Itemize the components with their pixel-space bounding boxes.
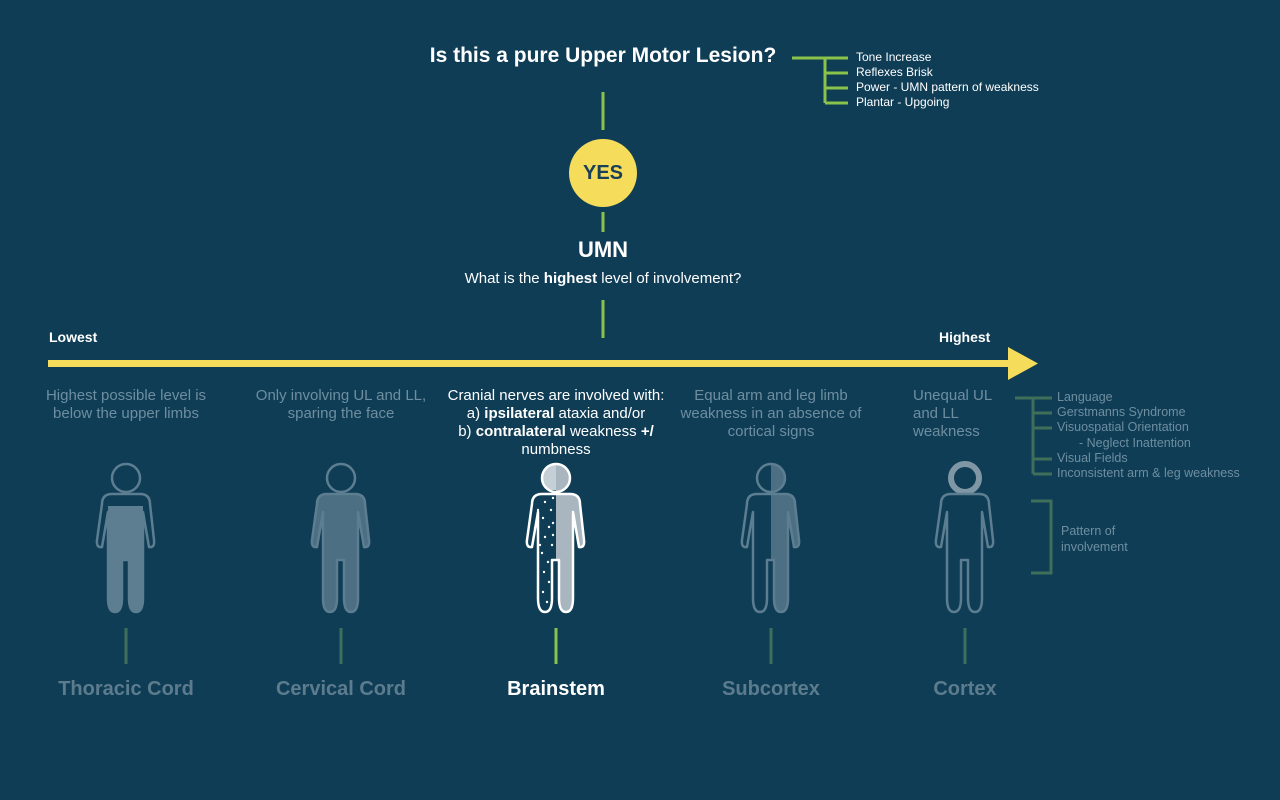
- desc-line: Equal arm and leg limb: [694, 387, 848, 404]
- desc-emphasis: ipsilateral: [484, 405, 555, 422]
- umn-title: UMN: [577, 237, 629, 262]
- desc-cortex: Unequal UL and LL weakness: [913, 387, 1023, 441]
- pattern-line: Pattern of: [1061, 524, 1116, 538]
- cortex-signs-list: Language Gerstmanns Syndrome Visuospatia…: [1057, 390, 1240, 481]
- figure-brainstem: [525, 462, 586, 614]
- figure-cervical-cord: [310, 462, 371, 614]
- criteria-item: Reflexes Brisk: [856, 65, 933, 79]
- desc-emphasis: contralateral: [475, 423, 566, 440]
- desc-line: Highest possible level is: [45, 387, 207, 404]
- cortex-sign: - Neglect Inattention: [1079, 435, 1191, 450]
- desc-line: numbness: [521, 441, 591, 458]
- desc-line: below the upper limbs: [53, 405, 199, 422]
- desc-line: Cranial nerves are involved with:: [447, 387, 665, 404]
- level-arrow: [48, 347, 1038, 380]
- axis-highest-label: Highest: [939, 329, 991, 345]
- level-connectors: [124, 628, 967, 664]
- desc-line: Unequal UL: [913, 387, 993, 404]
- level-brainstem: Brainstem: [507, 678, 605, 700]
- criteria-item: Tone Increase: [856, 50, 932, 64]
- umn-criteria-list: Tone Increase Reflexes Brisk Power - UMN…: [856, 50, 1039, 110]
- pattern-bracket: [1031, 499, 1053, 575]
- desc-line: and LL: [913, 405, 959, 422]
- desc-subcortex: Equal arm and leg limb weakness in an ab…: [666, 387, 876, 441]
- desc-line: cortical signs: [727, 423, 815, 440]
- desc-emphasis: +/: [640, 423, 654, 440]
- desc-part: b): [458, 423, 476, 440]
- axis-lowest-label: Lowest: [49, 329, 98, 345]
- figure-cortex: [934, 461, 995, 614]
- umn-question-emphasis: highest: [543, 270, 598, 287]
- numbness-speckles: [533, 496, 555, 604]
- desc-part: ataxia and/or: [554, 405, 646, 422]
- figure-thoracic-cord: [95, 462, 156, 614]
- umn-question-part: level of involvement?: [597, 270, 742, 287]
- criteria-item: Plantar - Upgoing: [856, 95, 950, 109]
- desc-part: a): [466, 405, 485, 422]
- cortex-signs-bracket: [1015, 396, 1052, 476]
- desc-line: a) ipsilateral ataxia and/or: [431, 405, 681, 423]
- desc-line: Only involving UL and LL,: [255, 387, 427, 404]
- criteria-item: Power - UMN pattern of weakness: [856, 80, 1039, 94]
- cortex-sign: Language: [1057, 390, 1113, 404]
- cortex-sign: Visuospatial Orientation: [1057, 420, 1189, 435]
- level-thoracic-cord: Thoracic Cord: [58, 678, 194, 700]
- desc-part: weakness: [565, 423, 641, 440]
- umn-question-part: What is the: [464, 270, 544, 287]
- desc-brainstem: Cranial nerves are involved with: a) ips…: [431, 387, 681, 459]
- pattern-of-involvement-label: Pattern of involvement: [1061, 523, 1128, 555]
- level-cervical-cord: Cervical Cord: [275, 678, 407, 700]
- desc-line: weakness: [913, 423, 980, 440]
- criteria-bracket: [792, 56, 848, 105]
- desc-line: sparing the face: [287, 405, 395, 422]
- desc-thoracic-cord: Highest possible level is below the uppe…: [26, 387, 226, 423]
- figure-subcortex: [740, 462, 801, 614]
- cortex-sign: Gerstmanns Syndrome: [1057, 405, 1186, 420]
- desc-line: b) contralateral weakness +/: [431, 423, 681, 441]
- cortex-sign: Visual Fields: [1057, 450, 1128, 465]
- desc-line: weakness in an absence of: [680, 405, 862, 422]
- level-subcortex: Subcortex: [722, 678, 820, 700]
- lesion-question: Is this a pure Upper Motor Lesion?: [429, 44, 777, 67]
- yes-badge: YES: [569, 139, 637, 207]
- pattern-line: involvement: [1061, 540, 1128, 554]
- level-cortex: Cortex: [933, 678, 997, 700]
- desc-cervical-cord: Only involving UL and LL, sparing the fa…: [241, 387, 441, 423]
- cortex-sign: Inconsistent arm & leg weakness: [1057, 466, 1240, 481]
- umn-question: What is the highest level of involvement…: [403, 270, 803, 287]
